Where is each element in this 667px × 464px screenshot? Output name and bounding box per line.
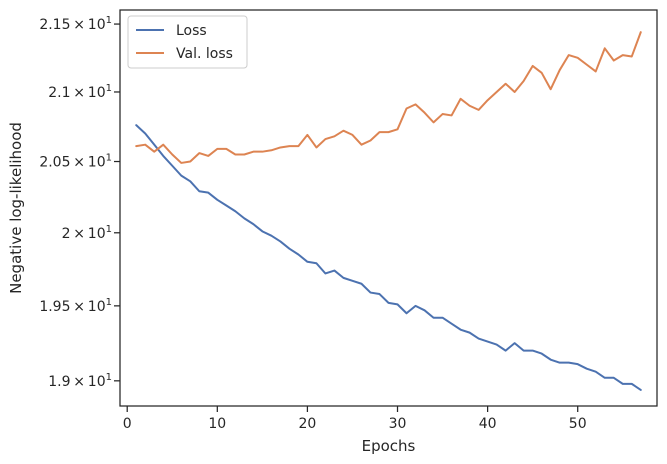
legend: Loss Val. loss bbox=[127, 15, 248, 69]
legend-label-val-loss: Val. loss bbox=[176, 46, 233, 62]
y-tick-label: 2.05 × 101 bbox=[39, 153, 112, 171]
x-tick-label: 30 bbox=[389, 416, 407, 432]
plot-background bbox=[120, 10, 657, 406]
y-tick-label: 2 × 101 bbox=[62, 224, 112, 242]
plot-frame bbox=[119, 9, 658, 407]
x-axis: 0 10 20 30 40 50 bbox=[123, 406, 587, 432]
x-axis-label: Epochs bbox=[362, 437, 416, 455]
series-line-val-loss bbox=[135, 31, 642, 164]
y-axis: 1.9 × 101 1.95 × 101 2 × 101 2.05 × 101 2.1 … bbox=[39, 15, 120, 390]
x-tick-label: 40 bbox=[479, 416, 497, 432]
x-tick-label: 0 bbox=[123, 416, 132, 432]
y-tick-label: 1.95 × 101 bbox=[39, 297, 112, 315]
x-tick-label: 20 bbox=[298, 416, 316, 432]
x-tick-label: 50 bbox=[569, 416, 587, 432]
y-tick-label: 2.15 × 101 bbox=[39, 15, 112, 33]
x-tick-label: 10 bbox=[208, 416, 226, 432]
y-tick-label: 1.9 × 101 bbox=[48, 372, 112, 390]
y-tick-label: 2.1 × 101 bbox=[48, 83, 112, 101]
legend-label-loss: Loss bbox=[176, 23, 207, 39]
plot-lines bbox=[135, 31, 642, 391]
series-line-loss bbox=[135, 124, 642, 391]
y-axis-label: Negative log-likelihood bbox=[7, 122, 25, 294]
